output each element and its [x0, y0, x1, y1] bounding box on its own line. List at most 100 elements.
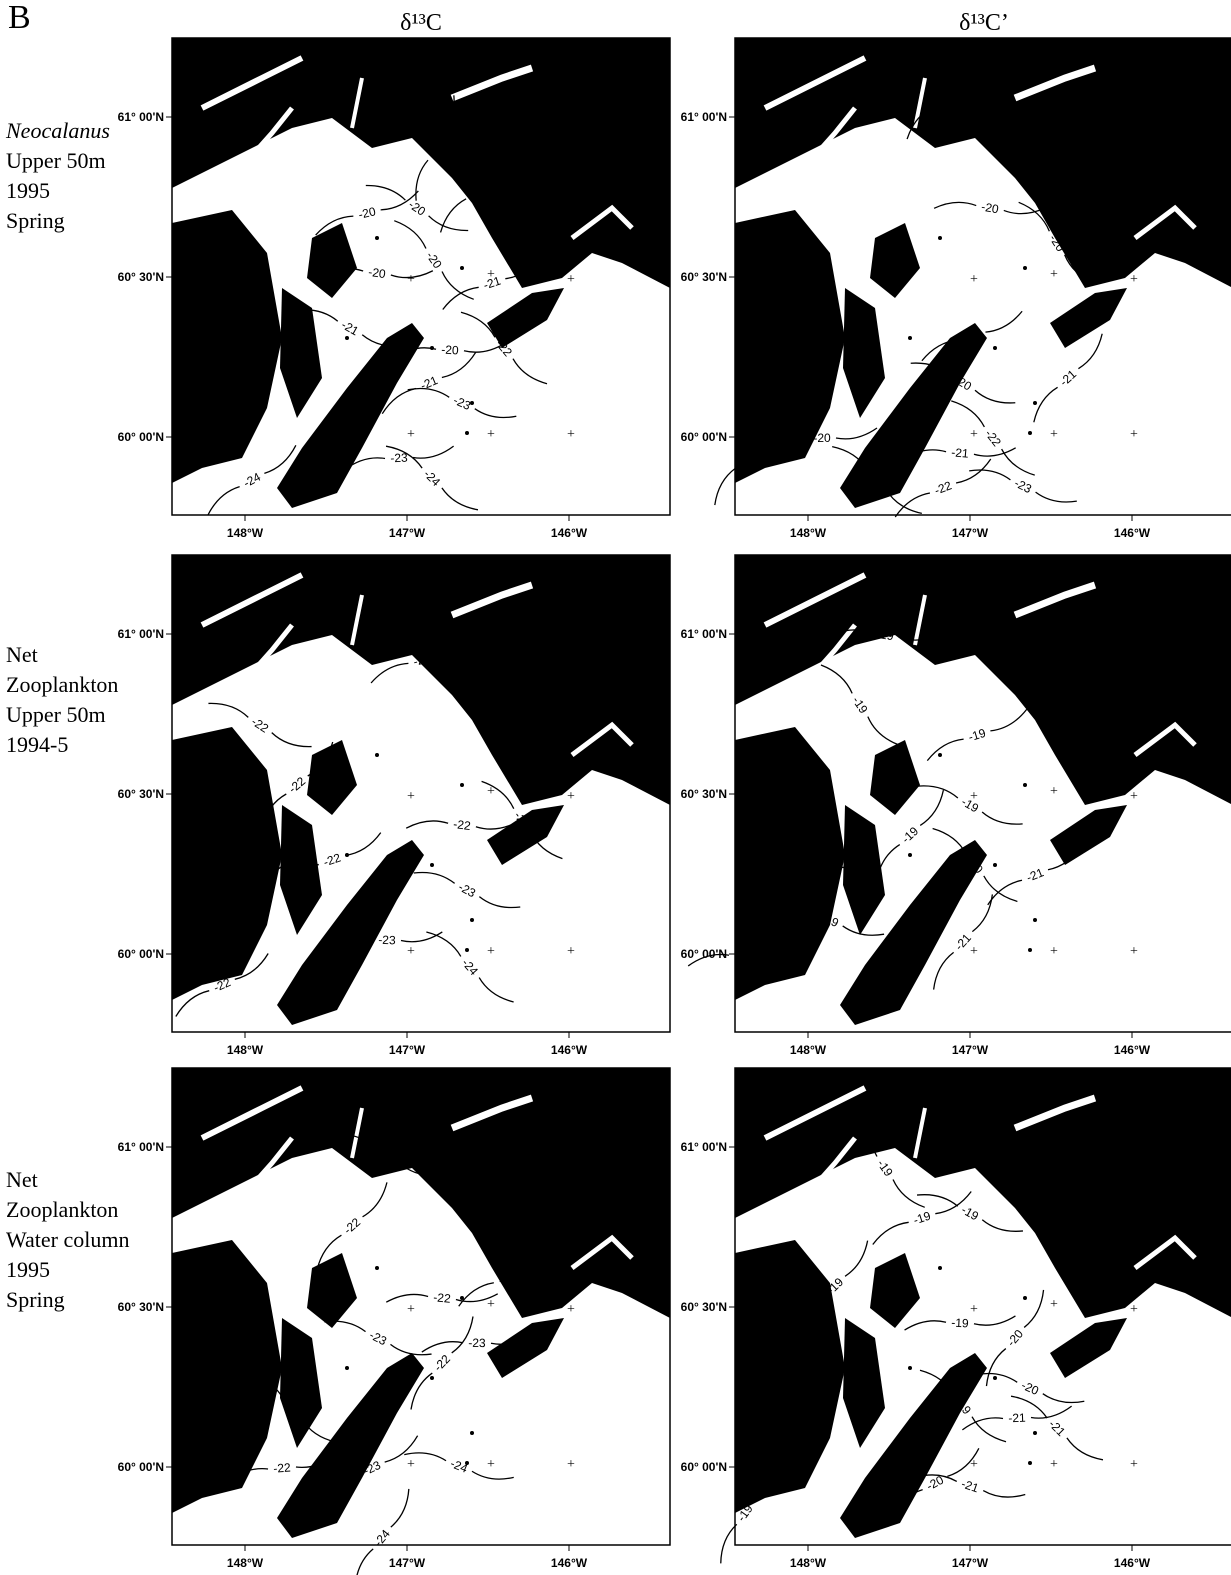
contour: -20: [320, 265, 434, 281]
contour: -22: [894, 458, 992, 518]
contour: -23: [969, 469, 1077, 503]
contour-line: [720, 1462, 770, 1564]
station-cross: +: [810, 1152, 818, 1167]
contour-line: [394, 220, 474, 300]
contour-line: [828, 629, 942, 641]
contour-line: [904, 447, 1016, 459]
contour-line: [917, 785, 1023, 825]
contour: -22: [175, 953, 269, 1017]
contour-line: [969, 469, 1077, 503]
lat-label: 61° 00'N: [681, 1140, 727, 1154]
station-dot: [470, 1431, 474, 1435]
contour-line: [1018, 201, 1096, 285]
lon-label: 148°W: [227, 1556, 264, 1570]
station-cross: +: [407, 1302, 415, 1317]
station-cross: +: [407, 427, 415, 442]
contour-line: [975, 1372, 1085, 1404]
contour-label: -19: [951, 1316, 969, 1331]
contour: -23: [331, 931, 443, 949]
station-dot: [345, 1366, 349, 1370]
station-dot: [1083, 316, 1087, 320]
contour-label: -20: [367, 265, 386, 281]
station-dot: [375, 753, 379, 757]
contour: -21: [442, 256, 542, 310]
station-cross: +: [980, 624, 988, 639]
station-dot: [938, 236, 942, 240]
contour: -22: [227, 1453, 337, 1483]
station-cross: +: [1130, 272, 1138, 287]
row-label: Neocalanus: [5, 118, 110, 143]
lon-label: 148°W: [227, 1043, 264, 1057]
contour-line: [766, 427, 878, 449]
lon-label: 147°W: [389, 1556, 426, 1570]
lat-label: 61° 00'N: [681, 627, 727, 641]
contour-line: [933, 201, 1047, 215]
contour-line: [234, 833, 300, 927]
contour: -19: [904, 1315, 1016, 1331]
contour-line: [951, 400, 1035, 476]
station-cross: +: [487, 427, 495, 442]
station-cross: +: [1050, 784, 1058, 799]
contour: -21: [987, 844, 1083, 906]
station-dot: [1083, 1346, 1087, 1350]
station-dot: [1033, 918, 1037, 922]
station-cross: +: [417, 624, 425, 639]
contour-label: -21: [482, 274, 503, 293]
row-label: 1995: [6, 1257, 50, 1282]
contour-line: [365, 184, 469, 232]
station-cross: +: [567, 789, 575, 804]
station-cross: +: [567, 1457, 575, 1472]
contour: -21: [961, 1405, 1073, 1431]
contour-label: -23: [468, 1336, 486, 1350]
station-cross: +: [407, 789, 415, 804]
lat-label: 60° 30'N: [118, 270, 164, 284]
lon-label: 146°W: [551, 1043, 588, 1057]
contour-line: [926, 708, 1028, 762]
station-cross: +: [970, 789, 978, 804]
contour: -23: [343, 445, 455, 471]
station-dot: [993, 863, 997, 867]
contour-line: [442, 256, 542, 310]
contour-line: [410, 1316, 474, 1410]
station-dot: [993, 1376, 997, 1380]
contour-line: [458, 1249, 556, 1307]
contour: -19: [775, 904, 885, 936]
station-dot: [375, 236, 379, 240]
contour-label: -23: [361, 1458, 383, 1478]
contour: -20: [921, 310, 1023, 362]
contour-line: [316, 1182, 388, 1270]
contour-line: [1010, 1395, 1104, 1461]
contour-line: [227, 1453, 337, 1483]
station-cross: +: [417, 1137, 425, 1152]
column-title: δ¹³C’: [959, 10, 1009, 36]
lon-label: 147°W: [952, 526, 989, 540]
station-cross: +: [1130, 1457, 1138, 1472]
contour-label: -23: [390, 451, 408, 466]
station-dot: [460, 1296, 464, 1300]
contour-line: [890, 1448, 980, 1518]
lon-label: 148°W: [790, 1556, 827, 1570]
contour: -22: [385, 1290, 499, 1306]
contour-line: [385, 1293, 499, 1303]
station-dot: [460, 266, 464, 270]
lon-label: 146°W: [1114, 526, 1151, 540]
station-dot: [1028, 1461, 1032, 1465]
contour-label: -20: [1134, 1213, 1156, 1233]
row-label: Zooplankton: [6, 1197, 118, 1222]
contour-label: -22: [412, 651, 433, 669]
contour-line: [370, 636, 474, 684]
map-panel: + + + + + + + + +61° 00'N 60° 30'N 60° 00'N 148°W 14…: [681, 555, 1231, 1057]
contour: -24: [404, 1452, 514, 1480]
station-dot: [375, 1266, 379, 1270]
contour: -19: [926, 708, 1028, 762]
station-cross: +: [890, 784, 898, 799]
row-label: Upper 50m: [6, 702, 106, 727]
contour-line: [439, 147, 515, 233]
contour-line: [714, 410, 776, 506]
contour-label: -24: [448, 1456, 470, 1476]
lat-label: 60° 30'N: [118, 787, 164, 801]
contour-line: [282, 832, 382, 888]
contour-label: -20: [811, 857, 830, 872]
contour-line: [872, 1191, 972, 1245]
station-dot: [1028, 948, 1032, 952]
